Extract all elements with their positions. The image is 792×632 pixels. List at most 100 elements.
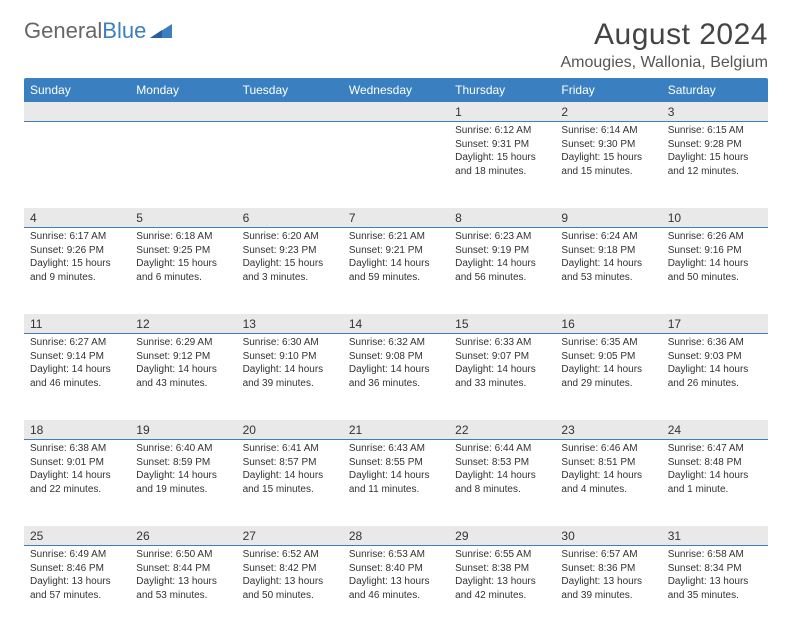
- day-number: 27: [237, 526, 343, 545]
- day-cell: Sunrise: 6:55 AMSunset: 8:38 PMDaylight:…: [449, 546, 555, 632]
- day-cell: Sunrise: 6:41 AMSunset: 8:57 PMDaylight:…: [237, 440, 343, 526]
- day-number: 20: [237, 420, 343, 439]
- day-info: Sunrise: 6:52 AMSunset: 8:42 PMDaylight:…: [243, 548, 337, 602]
- day-info-row: Sunrise: 6:27 AMSunset: 9:14 PMDaylight:…: [24, 334, 768, 420]
- day-cell: Sunrise: 6:21 AMSunset: 9:21 PMDaylight:…: [343, 228, 449, 314]
- day-cell: [343, 122, 449, 208]
- day-number: 23: [555, 420, 661, 439]
- day-cell: Sunrise: 6:49 AMSunset: 8:46 PMDaylight:…: [24, 546, 130, 632]
- day-number: 13: [237, 314, 343, 333]
- day-info: Sunrise: 6:32 AMSunset: 9:08 PMDaylight:…: [349, 336, 443, 390]
- weekday-header: Sunday: [24, 78, 130, 102]
- day-info: Sunrise: 6:24 AMSunset: 9:18 PMDaylight:…: [561, 230, 655, 284]
- day-info: Sunrise: 6:57 AMSunset: 8:36 PMDaylight:…: [561, 548, 655, 602]
- page-header: GeneralBlue August 2024 Amougies, Wallon…: [24, 18, 768, 72]
- brand-triangle-icon: [148, 22, 174, 40]
- day-cell: Sunrise: 6:43 AMSunset: 8:55 PMDaylight:…: [343, 440, 449, 526]
- day-cell: Sunrise: 6:17 AMSunset: 9:26 PMDaylight:…: [24, 228, 130, 314]
- day-info: Sunrise: 6:20 AMSunset: 9:23 PMDaylight:…: [243, 230, 337, 284]
- day-info: Sunrise: 6:30 AMSunset: 9:10 PMDaylight:…: [243, 336, 337, 390]
- day-number: [237, 102, 343, 121]
- day-number: [343, 102, 449, 121]
- day-number: [130, 102, 236, 121]
- day-info-row: Sunrise: 6:17 AMSunset: 9:26 PMDaylight:…: [24, 228, 768, 314]
- day-info: Sunrise: 6:27 AMSunset: 9:14 PMDaylight:…: [30, 336, 124, 390]
- day-number-row: 18192021222324: [24, 420, 768, 440]
- day-number: 21: [343, 420, 449, 439]
- day-info-row: Sunrise: 6:38 AMSunset: 9:01 PMDaylight:…: [24, 440, 768, 526]
- day-number: 4: [24, 208, 130, 227]
- day-number-row: 11121314151617: [24, 314, 768, 334]
- day-cell: Sunrise: 6:18 AMSunset: 9:25 PMDaylight:…: [130, 228, 236, 314]
- day-cell: Sunrise: 6:47 AMSunset: 8:48 PMDaylight:…: [662, 440, 768, 526]
- day-number: 25: [24, 526, 130, 545]
- day-cell: Sunrise: 6:46 AMSunset: 8:51 PMDaylight:…: [555, 440, 661, 526]
- day-cell: Sunrise: 6:12 AMSunset: 9:31 PMDaylight:…: [449, 122, 555, 208]
- day-number: 5: [130, 208, 236, 227]
- day-info: Sunrise: 6:35 AMSunset: 9:05 PMDaylight:…: [561, 336, 655, 390]
- day-cell: Sunrise: 6:40 AMSunset: 8:59 PMDaylight:…: [130, 440, 236, 526]
- month-title: August 2024: [561, 18, 769, 52]
- weekday-header: Tuesday: [237, 78, 343, 102]
- day-number: 6: [237, 208, 343, 227]
- day-number: 14: [343, 314, 449, 333]
- day-cell: Sunrise: 6:27 AMSunset: 9:14 PMDaylight:…: [24, 334, 130, 420]
- day-info-row: Sunrise: 6:12 AMSunset: 9:31 PMDaylight:…: [24, 122, 768, 208]
- day-number: 16: [555, 314, 661, 333]
- title-block: August 2024 Amougies, Wallonia, Belgium: [561, 18, 769, 72]
- day-number: 18: [24, 420, 130, 439]
- calendar-page: GeneralBlue August 2024 Amougies, Wallon…: [0, 0, 792, 632]
- day-number: 10: [662, 208, 768, 227]
- day-cell: [24, 122, 130, 208]
- day-number: 3: [662, 102, 768, 121]
- day-number: 30: [555, 526, 661, 545]
- day-cell: Sunrise: 6:35 AMSunset: 9:05 PMDaylight:…: [555, 334, 661, 420]
- brand-general: General: [24, 18, 102, 44]
- day-cell: Sunrise: 6:26 AMSunset: 9:16 PMDaylight:…: [662, 228, 768, 314]
- day-info: Sunrise: 6:53 AMSunset: 8:40 PMDaylight:…: [349, 548, 443, 602]
- day-info: Sunrise: 6:49 AMSunset: 8:46 PMDaylight:…: [30, 548, 124, 602]
- day-cell: Sunrise: 6:33 AMSunset: 9:07 PMDaylight:…: [449, 334, 555, 420]
- day-info: Sunrise: 6:33 AMSunset: 9:07 PMDaylight:…: [455, 336, 549, 390]
- day-number: 26: [130, 526, 236, 545]
- day-info: Sunrise: 6:18 AMSunset: 9:25 PMDaylight:…: [136, 230, 230, 284]
- day-cell: Sunrise: 6:50 AMSunset: 8:44 PMDaylight:…: [130, 546, 236, 632]
- day-number: 11: [24, 314, 130, 333]
- location-subtitle: Amougies, Wallonia, Belgium: [561, 54, 769, 72]
- day-cell: Sunrise: 6:23 AMSunset: 9:19 PMDaylight:…: [449, 228, 555, 314]
- day-cell: Sunrise: 6:36 AMSunset: 9:03 PMDaylight:…: [662, 334, 768, 420]
- day-info: Sunrise: 6:47 AMSunset: 8:48 PMDaylight:…: [668, 442, 762, 496]
- day-number: 1: [449, 102, 555, 121]
- day-cell: Sunrise: 6:57 AMSunset: 8:36 PMDaylight:…: [555, 546, 661, 632]
- day-cell: Sunrise: 6:29 AMSunset: 9:12 PMDaylight:…: [130, 334, 236, 420]
- weekday-header: Friday: [555, 78, 661, 102]
- day-info: Sunrise: 6:15 AMSunset: 9:28 PMDaylight:…: [668, 124, 762, 178]
- day-cell: [130, 122, 236, 208]
- day-info: Sunrise: 6:23 AMSunset: 9:19 PMDaylight:…: [455, 230, 549, 284]
- weekday-header: Wednesday: [343, 78, 449, 102]
- day-info: Sunrise: 6:14 AMSunset: 9:30 PMDaylight:…: [561, 124, 655, 178]
- day-cell: Sunrise: 6:14 AMSunset: 9:30 PMDaylight:…: [555, 122, 661, 208]
- day-cell: Sunrise: 6:53 AMSunset: 8:40 PMDaylight:…: [343, 546, 449, 632]
- day-number: 8: [449, 208, 555, 227]
- day-cell: Sunrise: 6:52 AMSunset: 8:42 PMDaylight:…: [237, 546, 343, 632]
- day-info: Sunrise: 6:43 AMSunset: 8:55 PMDaylight:…: [349, 442, 443, 496]
- day-info: Sunrise: 6:40 AMSunset: 8:59 PMDaylight:…: [136, 442, 230, 496]
- day-info: Sunrise: 6:21 AMSunset: 9:21 PMDaylight:…: [349, 230, 443, 284]
- day-info: Sunrise: 6:41 AMSunset: 8:57 PMDaylight:…: [243, 442, 337, 496]
- day-cell: Sunrise: 6:44 AMSunset: 8:53 PMDaylight:…: [449, 440, 555, 526]
- day-number-row: 45678910: [24, 208, 768, 228]
- day-info: Sunrise: 6:38 AMSunset: 9:01 PMDaylight:…: [30, 442, 124, 496]
- day-number: 9: [555, 208, 661, 227]
- day-info: Sunrise: 6:58 AMSunset: 8:34 PMDaylight:…: [668, 548, 762, 602]
- day-number: 31: [662, 526, 768, 545]
- weekday-header: Thursday: [449, 78, 555, 102]
- day-cell: Sunrise: 6:38 AMSunset: 9:01 PMDaylight:…: [24, 440, 130, 526]
- day-number: 19: [130, 420, 236, 439]
- day-cell: [237, 122, 343, 208]
- day-cell: Sunrise: 6:24 AMSunset: 9:18 PMDaylight:…: [555, 228, 661, 314]
- day-cell: Sunrise: 6:32 AMSunset: 9:08 PMDaylight:…: [343, 334, 449, 420]
- weekday-header: Saturday: [662, 78, 768, 102]
- day-info: Sunrise: 6:12 AMSunset: 9:31 PMDaylight:…: [455, 124, 549, 178]
- day-number: 17: [662, 314, 768, 333]
